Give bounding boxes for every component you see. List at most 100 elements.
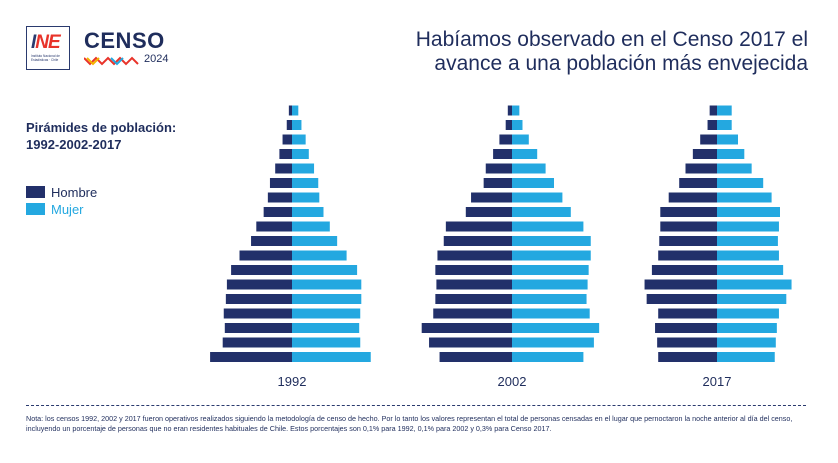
bar-2017-mujer-6 xyxy=(717,265,784,275)
bar-2002-mujer-9 xyxy=(512,221,584,232)
bar-2002-mujer-3 xyxy=(512,308,590,319)
bar-1992-hombre-1 xyxy=(222,337,292,348)
bar-2002-hombre-17 xyxy=(507,105,512,116)
bar-2017-hombre-4 xyxy=(646,294,717,304)
bar-1992-hombre-10 xyxy=(263,207,292,217)
bar-1992-hombre-6 xyxy=(231,265,292,275)
bar-2017-hombre-12 xyxy=(679,178,717,188)
bar-2017-mujer-15 xyxy=(717,134,738,145)
divider xyxy=(26,405,806,406)
bar-2017-mujer-4 xyxy=(717,294,787,304)
bar-2017-mujer-2 xyxy=(717,323,777,333)
bar-2002-hombre-10 xyxy=(465,207,512,217)
bar-2017-hombre-15 xyxy=(700,134,717,145)
bar-1992-hombre-2 xyxy=(224,323,292,333)
bar-2002-mujer-16 xyxy=(512,120,523,130)
bar-2002-hombre-3 xyxy=(433,308,512,319)
ine-censo-logo: INE Instituto Nacional de Estadísticas ·… xyxy=(26,26,186,74)
bar-2002-hombre-5 xyxy=(436,279,512,290)
bar-2002-mujer-6 xyxy=(512,265,589,275)
bar-1992-mujer-9 xyxy=(292,221,330,232)
bar-2002-mujer-5 xyxy=(512,279,588,290)
subtitle-line-1: Pirámides de población: xyxy=(26,120,177,135)
pyramid-label-1992: 1992 xyxy=(278,374,307,389)
censo-logo-text: CENSO xyxy=(84,28,165,53)
bar-1992-hombre-5 xyxy=(226,279,292,290)
bar-2002-mujer-0 xyxy=(512,352,584,362)
bar-2017-mujer-7 xyxy=(717,250,779,261)
legend-swatch-mujer xyxy=(26,203,45,215)
title-line-2: avance a una población más envejecida xyxy=(434,52,808,75)
bar-1992-mujer-8 xyxy=(292,236,338,246)
bar-1992-hombre-0 xyxy=(210,352,292,362)
bar-2017-hombre-11 xyxy=(668,192,717,203)
bar-2017-mujer-0 xyxy=(717,352,775,362)
bar-2017-hombre-8 xyxy=(659,236,717,246)
bar-2002-mujer-11 xyxy=(512,192,563,203)
bar-2017-hombre-0 xyxy=(658,352,717,362)
ine-logo-text: INE xyxy=(31,32,61,54)
bar-2002-mujer-13 xyxy=(512,163,546,174)
bar-1992-mujer-1 xyxy=(292,337,361,348)
bar-2002-hombre-15 xyxy=(499,134,512,145)
bar-1992-hombre-14 xyxy=(279,149,292,159)
bar-1992-mujer-15 xyxy=(292,134,306,145)
ine-logo-caption: Instituto Nacional de Estadísticas · Chi… xyxy=(31,54,60,62)
bar-1992-mujer-10 xyxy=(292,207,324,217)
ine-logo-box: INE Instituto Nacional de Estadísticas ·… xyxy=(26,26,70,70)
bar-2017-hombre-13 xyxy=(685,163,717,174)
bar-1992-hombre-15 xyxy=(282,134,292,145)
censo-wave-icon xyxy=(84,56,139,66)
subtitle-line-2: 1992-2002-2017 xyxy=(26,137,122,152)
bar-2017-mujer-17 xyxy=(717,105,732,116)
censo-year: 2024 xyxy=(144,53,169,65)
bar-2002-hombre-4 xyxy=(435,294,512,304)
bar-1992-hombre-4 xyxy=(225,294,292,304)
bar-2002-hombre-0 xyxy=(439,352,512,362)
bar-1992-hombre-9 xyxy=(256,221,292,232)
bar-2017-mujer-11 xyxy=(717,192,772,203)
bar-1992-mujer-2 xyxy=(292,323,360,333)
bar-2002-mujer-17 xyxy=(512,105,520,116)
bar-1992-hombre-16 xyxy=(286,120,292,130)
chart-subtitle: Pirámides de población: 1992-2002-2017 xyxy=(26,119,176,153)
bar-2002-hombre-1 xyxy=(429,337,512,348)
bar-2017-mujer-13 xyxy=(717,163,752,174)
bar-2017-hombre-6 xyxy=(651,265,717,275)
bar-1992-mujer-3 xyxy=(292,308,361,319)
bar-2002-mujer-4 xyxy=(512,294,587,304)
bar-2017-mujer-14 xyxy=(717,149,745,159)
bar-1992-mujer-0 xyxy=(292,352,371,362)
page-title: Habíamos observado en el Censo 2017 el a… xyxy=(388,28,808,76)
bar-2002-hombre-7 xyxy=(437,250,512,261)
population-pyramids: 1992 2002 2017 xyxy=(210,105,792,389)
pyramid-label-2017: 2017 xyxy=(703,374,732,389)
bar-2002-mujer-14 xyxy=(512,149,538,159)
legend-swatch-hombre xyxy=(26,186,45,198)
bar-1992-mujer-4 xyxy=(292,294,362,304)
bar-2002-mujer-8 xyxy=(512,236,591,246)
title-line-1: Habíamos observado en el Censo 2017 el xyxy=(415,28,808,51)
bar-2002-hombre-14 xyxy=(493,149,512,159)
bar-2002-hombre-12 xyxy=(483,178,512,188)
legend: Hombre Mujer xyxy=(26,184,97,218)
bar-2002-hombre-2 xyxy=(421,323,512,333)
bar-1992-mujer-14 xyxy=(292,149,309,159)
bar-2017-hombre-9 xyxy=(660,221,717,232)
bar-1992-hombre-3 xyxy=(223,308,292,319)
bar-2002-mujer-7 xyxy=(512,250,591,261)
bar-2002-hombre-9 xyxy=(445,221,512,232)
bar-2002-hombre-6 xyxy=(435,265,512,275)
bar-2002-hombre-16 xyxy=(505,120,512,130)
bar-2017-hombre-1 xyxy=(657,337,717,348)
bar-2017-hombre-10 xyxy=(660,207,717,217)
bar-2002-mujer-15 xyxy=(512,134,529,145)
legend-label-mujer: Mujer xyxy=(51,201,84,217)
bar-2017-mujer-16 xyxy=(717,120,732,130)
bar-1992-mujer-6 xyxy=(292,265,358,275)
bar-1992-hombre-7 xyxy=(239,250,292,261)
bar-1992-mujer-12 xyxy=(292,178,319,188)
bar-1992-hombre-13 xyxy=(275,163,292,174)
bar-1992-hombre-17 xyxy=(288,105,292,116)
legend-label-hombre: Hombre xyxy=(51,184,98,200)
